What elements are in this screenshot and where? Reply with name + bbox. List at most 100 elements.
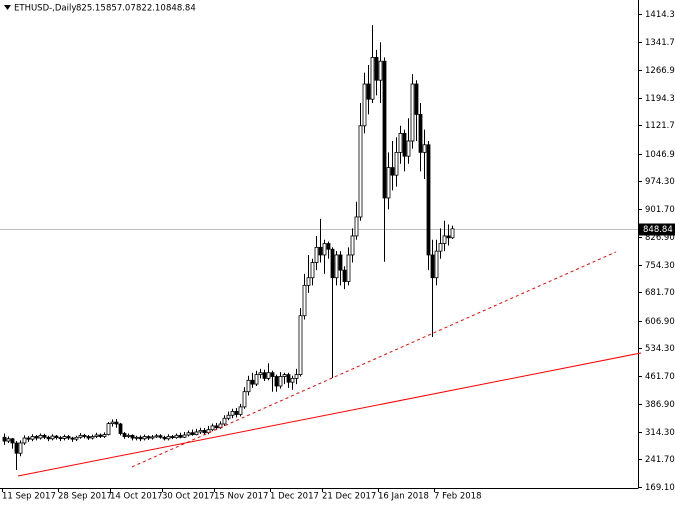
candle-body <box>282 374 287 377</box>
candle-body <box>50 435 55 440</box>
candle-body <box>182 434 187 438</box>
candle-body <box>206 429 211 434</box>
candle-body <box>370 57 375 100</box>
candle-body <box>126 434 131 437</box>
candle-body <box>242 391 247 408</box>
candle-body <box>378 60 383 81</box>
candle-body <box>210 425 215 431</box>
candle-body <box>154 435 159 438</box>
candle-body <box>130 434 135 439</box>
candle-body <box>442 235 447 244</box>
candle-body <box>214 425 219 429</box>
candle-body <box>262 372 267 379</box>
last-price-label: 848.84 <box>643 225 673 235</box>
candle-body <box>186 432 191 436</box>
candle-body <box>314 246 319 263</box>
y-tick-label: 169.10 <box>645 483 675 493</box>
y-tick-label: 681.70 <box>645 288 675 298</box>
candle-body <box>350 235 355 256</box>
candle-body <box>10 438 15 444</box>
candle-body <box>346 254 351 282</box>
candle-body <box>190 432 195 436</box>
candle-body <box>34 436 39 439</box>
candle-body <box>286 374 291 383</box>
candle-body <box>274 376 279 387</box>
candle-body <box>150 436 155 439</box>
candle-body <box>38 434 43 439</box>
candle-body <box>142 436 147 440</box>
candle-body <box>294 374 299 379</box>
candle-body <box>418 113 423 153</box>
candle-body <box>54 435 59 439</box>
candle-body <box>46 436 51 440</box>
candle-body <box>78 434 83 438</box>
candle-body <box>238 406 243 415</box>
candle-body <box>270 372 275 377</box>
candle-body <box>386 167 391 199</box>
y-tick-label: 534.30 <box>645 344 675 354</box>
candle-body <box>382 60 387 199</box>
y-tick-label: 974.30 <box>645 177 675 187</box>
candle-body <box>90 436 95 439</box>
y-tick-label: 1046.90 <box>645 150 675 160</box>
y-tick-label: 826.90 <box>645 233 675 243</box>
candle-body <box>338 254 343 271</box>
candle-body <box>158 435 163 438</box>
candle-body <box>86 436 91 439</box>
candle-body <box>302 284 307 317</box>
header-icon <box>4 5 11 10</box>
header-low: 822.10 <box>136 4 166 14</box>
candle-body <box>390 167 395 176</box>
y-tick-label: 386.90 <box>645 400 675 410</box>
y-tick-label: 1266.90 <box>645 66 675 76</box>
candle-body <box>342 269 347 282</box>
candle-body <box>354 216 359 237</box>
candle-body <box>398 132 403 153</box>
candle-body <box>322 243 327 256</box>
candle-body <box>414 83 419 115</box>
candle-body <box>326 243 331 250</box>
candle-body <box>162 436 167 440</box>
y-tick-label: 606.90 <box>645 317 675 327</box>
y-tick-label: 314.30 <box>645 428 675 438</box>
candle-body <box>278 376 283 387</box>
y-tick-label: 901.70 <box>645 205 675 215</box>
candle-body <box>406 140 411 157</box>
candle-body <box>194 431 199 436</box>
candle-body <box>42 434 47 438</box>
candle-body <box>58 437 63 440</box>
candle-body <box>118 423 123 434</box>
header-close: 848.84 <box>166 4 196 14</box>
candle-body <box>74 436 79 440</box>
candle-body <box>362 83 367 127</box>
candle-body <box>222 417 227 425</box>
symbol-label: ETHUSD-,Daily <box>14 4 76 14</box>
candle-body <box>106 423 111 436</box>
candle-body <box>62 436 67 439</box>
y-tick-label: 461.70 <box>645 372 675 382</box>
candle-body <box>290 377 295 383</box>
candle-body <box>318 246 323 256</box>
candle-body <box>410 83 415 142</box>
last-price-box <box>639 223 675 236</box>
candle-body <box>266 372 271 379</box>
candle-body <box>198 430 203 433</box>
candle-body <box>438 243 443 252</box>
candle-body <box>122 433 127 437</box>
candle-body <box>230 411 235 416</box>
candle-body <box>358 125 363 218</box>
x-tick-label: 1 Dec 2017 <box>270 492 319 502</box>
candle-body <box>334 254 339 279</box>
candle-body <box>94 434 99 437</box>
candle-body <box>246 379 251 393</box>
candle-body <box>178 434 183 438</box>
candle-body <box>166 436 171 440</box>
candle-body <box>6 438 11 442</box>
header-open: 825.15 <box>76 4 106 14</box>
y-tick-label: 1341.70 <box>645 38 675 48</box>
candle-body <box>434 250 439 279</box>
candle-body <box>258 372 263 375</box>
candle-body <box>66 436 71 439</box>
candle-body <box>110 421 115 425</box>
